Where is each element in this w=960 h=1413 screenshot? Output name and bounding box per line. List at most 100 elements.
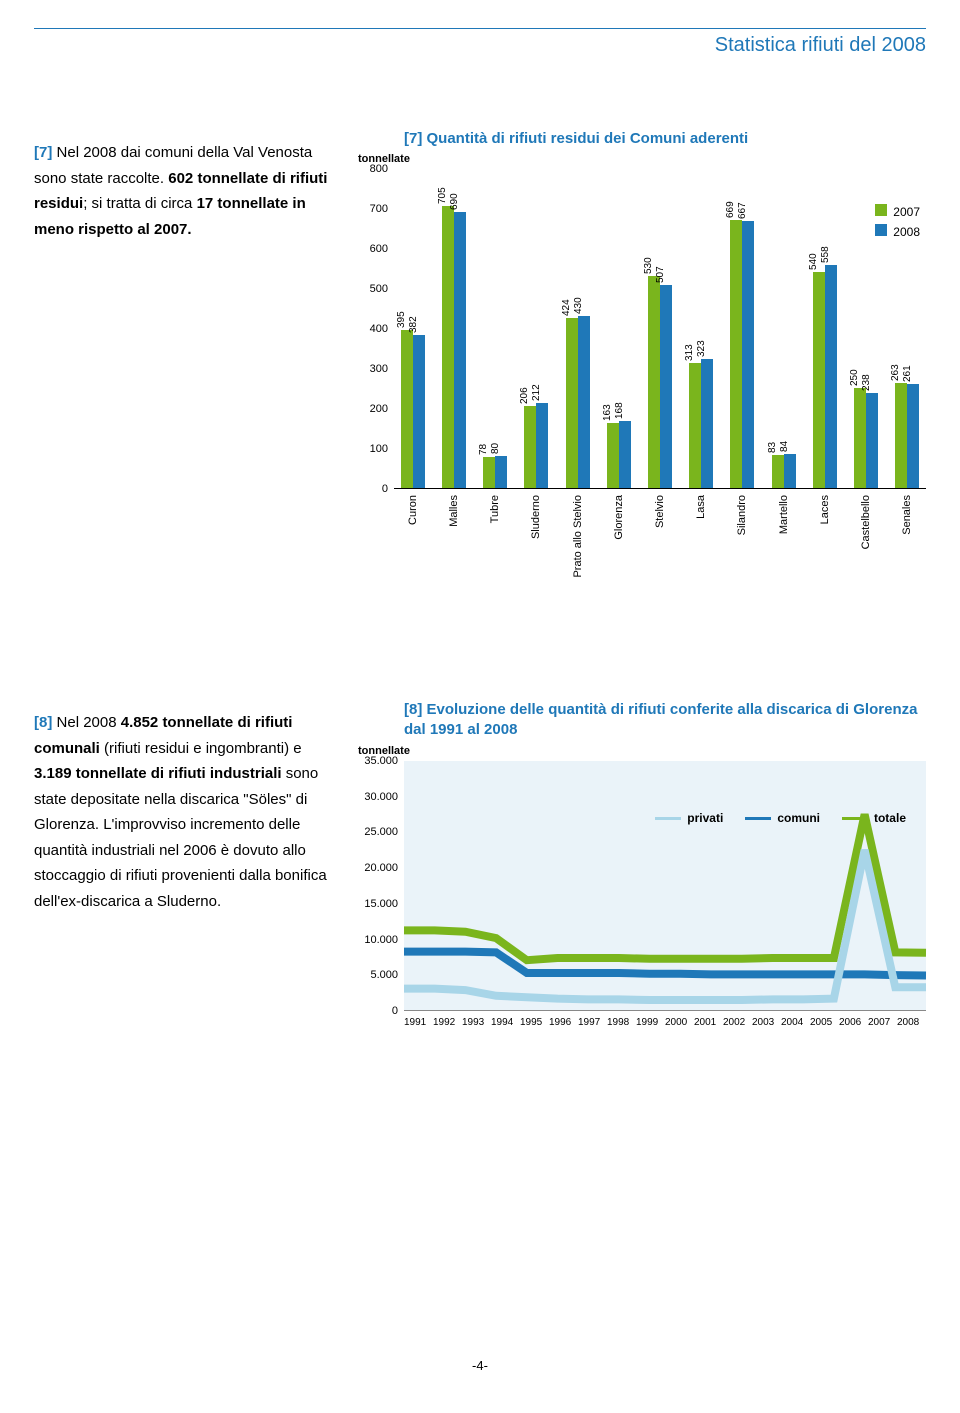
- chart7-bar-label: 690: [449, 193, 460, 210]
- chart7-xlabel: Tubre: [476, 495, 513, 581]
- legend-swatch: [875, 204, 887, 216]
- chart7-bar-2007: 250: [854, 388, 866, 488]
- chart7-bar-label: 313: [684, 344, 695, 361]
- chart7-bar-2008: 690: [454, 212, 466, 488]
- chart7-bar-2007: 78: [483, 457, 495, 488]
- chart7-bar-2008: 507: [660, 285, 672, 488]
- legend-label: 2007: [893, 205, 920, 219]
- chart7-bar-2007: 163: [607, 423, 619, 488]
- chart8-plot: privati comuni totale: [404, 761, 926, 1011]
- chart7-ytick: 300: [370, 363, 388, 375]
- chart8-svg: [404, 761, 926, 1010]
- legend-swatch: [655, 817, 681, 820]
- page-number: -4-: [472, 1358, 488, 1373]
- chart7-ytick: 600: [370, 243, 388, 255]
- chart7-ytick: 200: [370, 403, 388, 415]
- chart7-bar-label: 669: [725, 202, 736, 219]
- chart7-ytick: 0: [382, 483, 388, 495]
- chart7-xlabel: Stelvio: [641, 495, 678, 581]
- legend-swatch: [842, 817, 868, 820]
- panel7-ref: [7]: [34, 144, 52, 161]
- chart7-bar-2008: 212: [536, 403, 548, 488]
- chart8-title: [8] Evoluzione delle quantità di rifiuti…: [404, 700, 926, 739]
- chart8-ylabel: tonnellate: [358, 745, 926, 757]
- chart8-ytick: 10.000: [364, 934, 398, 946]
- chart7-xlabel: Sluderno: [518, 495, 555, 581]
- panel-7: [7] Nel 2008 dai comuni della Val Venost…: [34, 130, 926, 549]
- chart8-xlabel: 2000: [665, 1017, 694, 1028]
- chart7: [7] Quantità di rifiuti residui dei Comu…: [334, 130, 926, 549]
- chart7-bar-2008: 323: [701, 359, 713, 488]
- legend-label: 2008: [893, 225, 920, 239]
- chart7-bars: 3953827056907880206212424430163168530507…: [394, 169, 926, 488]
- chart7-bargroup: 8384: [765, 169, 802, 488]
- p8-t3: (rifiuti residui e ingombranti) e: [100, 740, 302, 757]
- chart7-bar-label: 382: [408, 317, 419, 334]
- p8-t1: Nel 2008: [57, 714, 121, 731]
- chart7-ytick: 800: [370, 163, 388, 175]
- chart7-ytick: 400: [370, 323, 388, 335]
- chart7-xlabel: Prato allo Stelvio: [559, 495, 596, 581]
- chart7-bar-2007: 540: [813, 272, 825, 488]
- chart7-bar-2007: 313: [689, 363, 701, 488]
- chart7-bar-label: 250: [849, 369, 860, 386]
- chart7-xlabel: Martello: [765, 495, 802, 581]
- chart7-legend: 2007 2008: [875, 204, 920, 244]
- chart7-ytick: 500: [370, 283, 388, 295]
- chart8-xlabels: 1991199219931994199519961997199819992000…: [404, 1017, 926, 1028]
- chart7-bar-label: 430: [573, 297, 584, 314]
- chart7-bar-label: 263: [890, 364, 901, 381]
- chart8-xlabel: 1991: [404, 1017, 433, 1028]
- chart7-legend-item: 2007: [875, 204, 920, 220]
- chart7-xlabel: Silandro: [724, 495, 761, 581]
- panel-8: [8] Nel 2008 4.852 tonnellate di rifiuti…: [34, 700, 926, 1081]
- chart7-bar-label: 540: [808, 253, 819, 270]
- chart7-ytick: 100: [370, 443, 388, 455]
- chart8-ytick: 25.000: [364, 826, 398, 838]
- chart7-xlabels: CuronMallesTubreSludernoPrato allo Stelv…: [394, 495, 926, 581]
- chart7-xlabel: Lasa: [683, 495, 720, 581]
- chart7-legend-item: 2008: [875, 224, 920, 240]
- chart8-xlabel: 2008: [897, 1017, 926, 1028]
- chart8-xlabel: 1999: [636, 1017, 665, 1028]
- chart7-xlabel: Curon: [394, 495, 431, 581]
- chart7-bar-2008: 558: [825, 265, 837, 488]
- chart7-title: [7] Quantità di rifiuti residui dei Comu…: [404, 130, 926, 147]
- chart7-xlabel: Laces: [806, 495, 843, 581]
- chart7-yaxis: 0100200300400500600700800: [354, 169, 394, 489]
- chart7-bar-label: 83: [767, 442, 778, 453]
- chart8-xlabel: 2006: [839, 1017, 868, 1028]
- chart7-bar-label: 168: [614, 402, 625, 419]
- legend-label: privati: [687, 811, 723, 825]
- chart8-ytick: 35.000: [364, 755, 398, 767]
- header-rule: [34, 28, 926, 29]
- chart7-bar-label: 705: [437, 187, 448, 204]
- chart7-bar-label: 507: [655, 267, 666, 284]
- chart7-bar-label: 206: [519, 387, 530, 404]
- chart7-bar-label: 78: [478, 444, 489, 455]
- chart7-bar-2008: 80: [495, 456, 507, 488]
- p8-t4: 3.189 tonnellate di rifiuti industriali: [34, 765, 282, 782]
- chart8-ytick: 0: [392, 1005, 398, 1017]
- chart7-bar-2008: 168: [619, 421, 631, 488]
- chart7-bargroup: 395382: [394, 169, 431, 488]
- chart7-bargroup: 424430: [559, 169, 596, 488]
- chart8-ytick: 15.000: [364, 898, 398, 910]
- chart8-xlabel: 1992: [433, 1017, 462, 1028]
- chart7-ylabel: tonnellate: [358, 153, 926, 165]
- chart8-ytick: 20.000: [364, 862, 398, 874]
- chart7-bar-label: 667: [737, 203, 748, 220]
- chart7-bar-2007: 530: [648, 276, 660, 488]
- legend-label: comuni: [777, 811, 820, 825]
- chart7-bargroup: 530507: [641, 169, 678, 488]
- chart7-bar-2007: 705: [442, 206, 454, 488]
- chart7-xlabel: Glorenza: [600, 495, 637, 581]
- chart7-bar-2007: 263: [895, 383, 907, 488]
- chart7-bar-label: 238: [861, 374, 872, 391]
- chart8-xlabel: 2003: [752, 1017, 781, 1028]
- chart7-ytick: 700: [370, 203, 388, 215]
- chart7-xlabel: Castelbello: [848, 495, 885, 581]
- chart7-bar-label: 80: [490, 443, 501, 454]
- chart7-bar-label: 84: [779, 441, 790, 452]
- chart8-legend-item: totale: [842, 811, 906, 825]
